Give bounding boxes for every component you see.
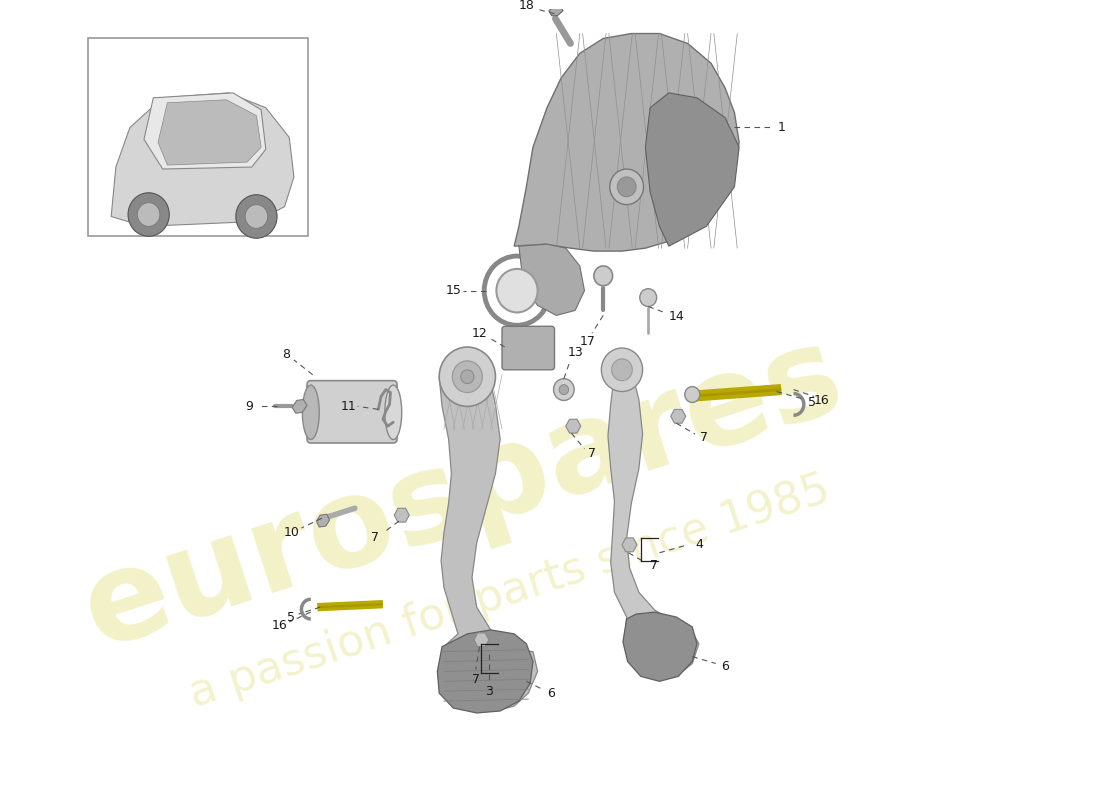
- Text: 7: 7: [700, 430, 707, 443]
- Polygon shape: [474, 633, 488, 646]
- Ellipse shape: [385, 385, 402, 439]
- Circle shape: [617, 177, 636, 197]
- Text: 18: 18: [518, 0, 535, 12]
- Text: 7: 7: [650, 559, 658, 572]
- Polygon shape: [671, 410, 685, 423]
- Polygon shape: [158, 100, 261, 165]
- Text: 11: 11: [340, 400, 356, 413]
- Text: 6: 6: [547, 686, 554, 700]
- Text: 6: 6: [722, 660, 729, 673]
- Text: 8: 8: [283, 349, 290, 362]
- Polygon shape: [565, 419, 581, 433]
- Circle shape: [553, 378, 574, 401]
- Text: 7: 7: [472, 673, 480, 686]
- Text: 10: 10: [284, 526, 300, 539]
- Text: 15: 15: [446, 284, 461, 297]
- Polygon shape: [394, 508, 409, 522]
- Ellipse shape: [302, 385, 319, 439]
- FancyBboxPatch shape: [502, 326, 554, 370]
- Polygon shape: [317, 514, 330, 527]
- Polygon shape: [144, 93, 266, 169]
- Polygon shape: [111, 93, 294, 226]
- Circle shape: [138, 202, 160, 226]
- Text: 17: 17: [580, 334, 595, 348]
- Polygon shape: [439, 374, 538, 711]
- Polygon shape: [438, 630, 532, 713]
- FancyBboxPatch shape: [307, 381, 397, 443]
- Polygon shape: [623, 612, 697, 682]
- Polygon shape: [621, 538, 637, 552]
- Circle shape: [612, 359, 632, 381]
- Circle shape: [452, 361, 482, 393]
- Circle shape: [685, 386, 700, 402]
- Polygon shape: [549, 6, 563, 16]
- Text: 9: 9: [245, 400, 253, 413]
- Polygon shape: [519, 244, 584, 315]
- Circle shape: [461, 370, 474, 384]
- Text: 14: 14: [669, 310, 684, 323]
- Circle shape: [235, 194, 277, 238]
- Circle shape: [602, 348, 642, 391]
- Circle shape: [439, 347, 495, 406]
- Polygon shape: [608, 370, 698, 679]
- Text: 16: 16: [272, 619, 288, 633]
- Circle shape: [128, 193, 169, 236]
- Polygon shape: [514, 34, 739, 251]
- Text: 5: 5: [287, 610, 295, 623]
- Polygon shape: [646, 93, 739, 246]
- Text: 4: 4: [695, 538, 703, 551]
- Text: a passion for parts since 1985: a passion for parts since 1985: [184, 468, 835, 717]
- Text: 7: 7: [588, 447, 596, 460]
- Text: 5: 5: [808, 396, 816, 409]
- Polygon shape: [293, 399, 307, 414]
- Circle shape: [640, 289, 657, 306]
- Text: 16: 16: [814, 394, 829, 407]
- Bar: [88, 38, 308, 236]
- Circle shape: [245, 205, 267, 228]
- Text: 7: 7: [372, 531, 379, 545]
- Circle shape: [559, 385, 569, 394]
- Text: 3: 3: [485, 685, 493, 698]
- Text: 1: 1: [778, 121, 785, 134]
- Circle shape: [594, 266, 613, 286]
- Text: 13: 13: [568, 346, 583, 359]
- Circle shape: [609, 169, 644, 205]
- Text: 12: 12: [472, 326, 487, 340]
- Circle shape: [496, 269, 538, 313]
- Text: eurospares: eurospares: [68, 314, 857, 673]
